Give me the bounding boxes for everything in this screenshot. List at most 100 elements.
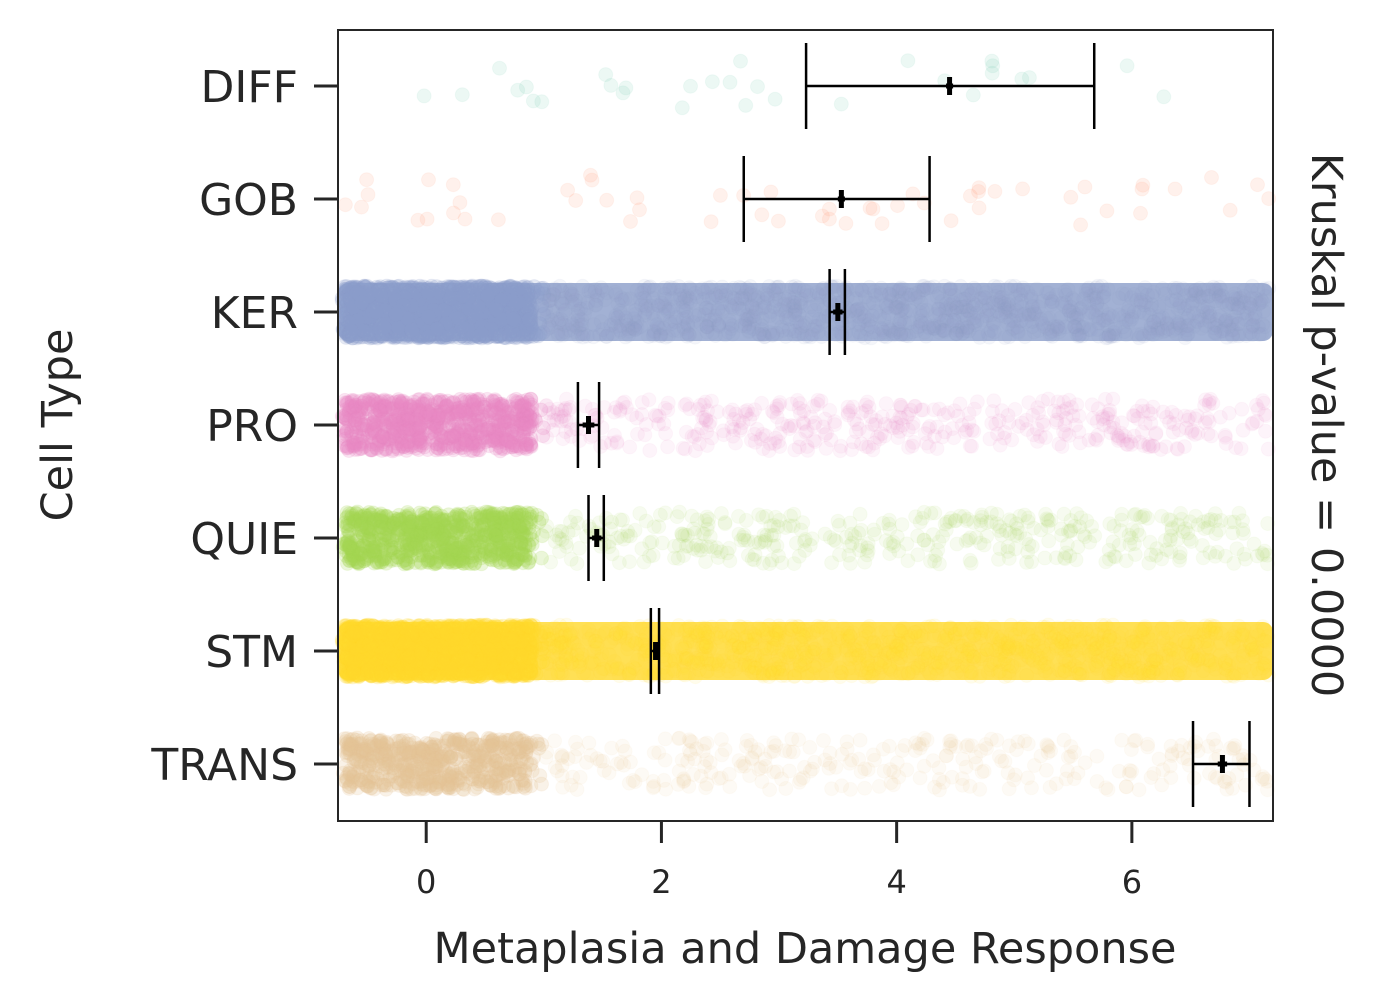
point — [694, 281, 710, 297]
point — [478, 294, 494, 309]
point — [1013, 313, 1029, 329]
point — [364, 282, 380, 298]
point — [998, 309, 1014, 325]
point — [383, 415, 399, 430]
point — [702, 414, 718, 430]
point — [478, 278, 493, 294]
point — [862, 312, 878, 328]
point — [359, 172, 375, 188]
point — [1072, 328, 1088, 343]
point — [905, 419, 921, 435]
point — [351, 285, 366, 301]
point — [1161, 309, 1177, 324]
point — [564, 287, 580, 302]
point — [444, 428, 460, 443]
point — [488, 301, 504, 317]
point — [791, 307, 807, 323]
point — [794, 325, 810, 341]
point — [792, 315, 808, 331]
point — [456, 308, 472, 324]
point — [683, 78, 698, 94]
point — [887, 300, 903, 316]
point — [407, 305, 422, 321]
strip-pro — [334, 391, 1276, 459]
point — [362, 295, 377, 311]
point — [772, 439, 788, 454]
point — [862, 200, 878, 216]
point — [915, 302, 930, 318]
point — [420, 309, 436, 325]
point — [1095, 313, 1111, 328]
point — [1083, 288, 1098, 304]
point — [1071, 424, 1087, 440]
point — [1206, 279, 1221, 295]
point — [780, 418, 796, 434]
point — [1021, 395, 1037, 411]
point — [371, 283, 386, 299]
point — [751, 507, 767, 523]
point — [1198, 392, 1213, 408]
point — [1249, 413, 1265, 429]
point — [821, 201, 837, 217]
point — [421, 172, 436, 188]
point — [462, 279, 478, 295]
point — [378, 300, 394, 316]
point — [542, 287, 558, 303]
point — [488, 405, 504, 421]
point — [1256, 281, 1272, 297]
point — [986, 316, 1002, 332]
point — [754, 207, 770, 223]
point — [792, 295, 808, 311]
point — [781, 289, 797, 305]
point — [971, 200, 987, 216]
point — [581, 283, 597, 299]
point — [480, 288, 496, 304]
point — [377, 316, 393, 332]
point — [498, 293, 514, 309]
point — [515, 328, 531, 344]
point — [420, 329, 436, 345]
point — [1100, 318, 1116, 334]
point — [1032, 428, 1048, 444]
point — [439, 409, 455, 425]
point — [435, 301, 451, 317]
point — [787, 302, 803, 317]
point — [810, 396, 825, 412]
point — [336, 438, 352, 453]
point — [799, 423, 815, 439]
point — [634, 407, 650, 422]
point — [505, 311, 521, 327]
point — [609, 435, 625, 451]
point — [990, 297, 1006, 313]
point — [451, 310, 466, 326]
point — [1204, 170, 1219, 185]
point — [396, 294, 412, 310]
point — [454, 87, 470, 103]
point — [416, 322, 432, 338]
point — [800, 442, 816, 458]
point — [844, 442, 860, 458]
point — [746, 287, 762, 303]
point — [394, 304, 410, 320]
point — [390, 292, 405, 308]
point — [1078, 283, 1094, 298]
point — [1197, 318, 1213, 334]
point — [743, 432, 759, 448]
point — [1061, 303, 1077, 319]
point — [1221, 405, 1237, 421]
point — [645, 306, 661, 321]
point — [403, 296, 419, 312]
point — [608, 287, 624, 303]
point — [408, 300, 424, 316]
point — [599, 192, 615, 208]
point — [1167, 181, 1183, 197]
point — [1242, 324, 1258, 340]
point — [618, 80, 634, 96]
point — [508, 297, 524, 312]
point — [448, 315, 464, 331]
point — [491, 307, 506, 323]
point — [1075, 320, 1090, 336]
point — [928, 306, 944, 322]
point — [797, 315, 813, 331]
